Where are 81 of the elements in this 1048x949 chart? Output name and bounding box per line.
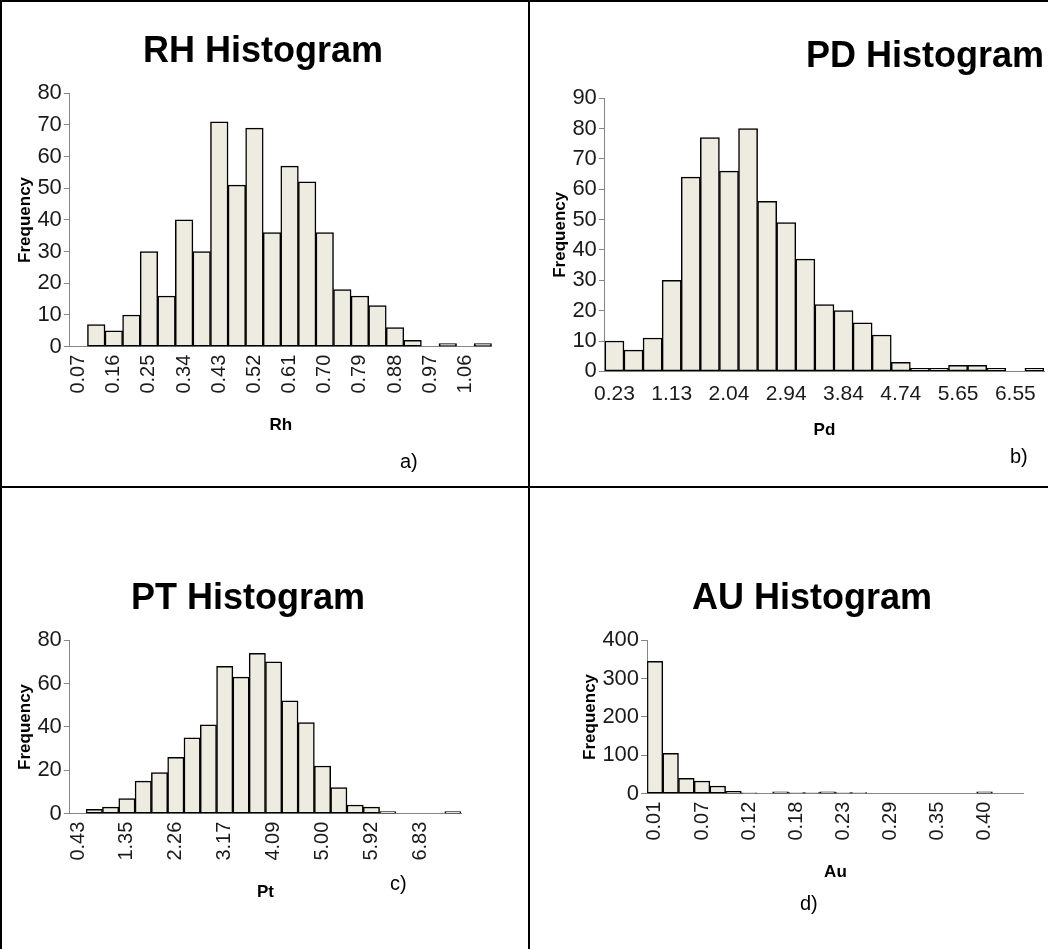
x-tick-label: 0.23	[593, 380, 635, 404]
y-tick-label: 10	[37, 301, 62, 327]
y-axis-title: Frequency	[14, 176, 34, 263]
x-tick-label: 0.35	[924, 801, 947, 841]
x-axis-title: Au	[824, 862, 847, 882]
x-tick-label: 0.88	[382, 354, 405, 394]
text: c)	[390, 872, 407, 895]
y-tick-label: 30	[37, 237, 62, 263]
y-axis-title: Frequency	[549, 191, 569, 278]
x-axis-title: Pd	[813, 420, 836, 440]
x-tick-label: 2.04	[708, 380, 750, 404]
x-tick-label: 0.07	[689, 801, 712, 841]
y-tick-label: 400	[602, 626, 640, 652]
x-tick-label: 5.92	[358, 821, 381, 861]
y-tick-label: 60	[37, 669, 62, 695]
x-tick-label: 3.17	[212, 821, 235, 861]
x-tick-label: 3.84	[823, 380, 865, 404]
y-tick-label: 70	[37, 110, 62, 136]
x-tick-label: 1.06	[452, 354, 475, 394]
y-tick-label: 20	[37, 756, 62, 782]
x-tick-label: 0.16	[101, 354, 124, 394]
y-tick-label: 20	[37, 269, 62, 295]
y-tick-label: 60	[37, 142, 62, 168]
y-tick-label: 70	[572, 144, 597, 170]
x-tick-label: 0.18	[783, 801, 806, 841]
x-tick-label: 0.97	[417, 354, 440, 394]
y-tick-label: 10	[572, 327, 597, 353]
x-tick-label: 0.01	[642, 801, 665, 841]
y-tick-label: 50	[572, 205, 597, 231]
y-tick-label: 80	[572, 114, 597, 140]
x-axis-title: Pt	[256, 882, 275, 902]
y-tick-label: 80	[37, 79, 62, 105]
x-tick-label: 0.07	[66, 354, 89, 394]
x-tick-label: 5.65	[937, 380, 979, 404]
y-tick-label: 0	[49, 332, 62, 358]
y-tick-label: 0	[584, 357, 597, 383]
y-tick-label: 90	[572, 84, 597, 110]
y-tick-label: 0	[49, 799, 62, 825]
y-tick-label: 20	[572, 296, 597, 322]
chart-title: PD Histogram	[805, 33, 1044, 75]
y-tick-label: 40	[37, 713, 62, 738]
chart-title: PT Histogram	[130, 575, 366, 617]
x-tick-label: 0.34	[171, 354, 194, 394]
x-tick-label: 0.23	[830, 801, 853, 841]
y-tick-label: 80	[37, 626, 62, 652]
x-tick-label: 6.83	[407, 821, 430, 861]
x-tick-label: 0.52	[241, 354, 264, 394]
y-tick-label: 50	[37, 174, 62, 200]
x-tick-label: 0.29	[877, 801, 900, 841]
y-axis-title: Frequency	[14, 683, 34, 770]
text: b)	[1010, 445, 1028, 468]
x-axis-title: Rh	[269, 415, 293, 435]
x-tick-label: 0.61	[277, 354, 300, 394]
y-tick-label: 30	[572, 266, 597, 292]
y-tick-label: 0	[626, 779, 640, 805]
text: a)	[400, 450, 418, 473]
x-tick-label: 1.13	[651, 380, 693, 404]
x-tick-label: 0.70	[312, 354, 335, 394]
chart-title: AU Histogram	[691, 575, 933, 617]
x-tick-label: 1.35	[114, 821, 137, 861]
y-tick-label: 200	[602, 703, 640, 728]
y-tick-label: 40	[37, 206, 62, 231]
x-tick-label: 2.26	[163, 821, 186, 861]
x-tick-label: 6.55	[994, 380, 1036, 404]
x-tick-label: 0.40	[972, 801, 995, 841]
chart-title: RH Histogram	[142, 28, 384, 70]
y-axis-title: Frequency	[579, 673, 599, 760]
x-tick-label: 4.09	[261, 821, 284, 861]
text: d)	[800, 892, 818, 915]
y-tick-label: 40	[572, 236, 597, 262]
x-tick-label: 0.12	[736, 801, 759, 841]
x-tick-label: 0.43	[65, 821, 88, 861]
y-tick-label: 300	[602, 664, 640, 690]
x-tick-label: 5.00	[310, 821, 333, 861]
x-tick-label: 2.94	[765, 380, 808, 404]
x-tick-label: 0.43	[206, 354, 229, 394]
x-tick-label: 0.25	[136, 354, 159, 394]
y-tick-label: 60	[572, 175, 597, 201]
x-tick-label: 4.74	[880, 380, 922, 404]
x-tick-label: 0.79	[347, 354, 370, 394]
y-tick-label: 100	[602, 741, 640, 767]
